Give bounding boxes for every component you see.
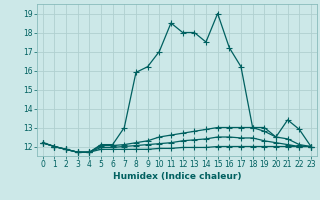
X-axis label: Humidex (Indice chaleur): Humidex (Indice chaleur) [113, 172, 241, 181]
